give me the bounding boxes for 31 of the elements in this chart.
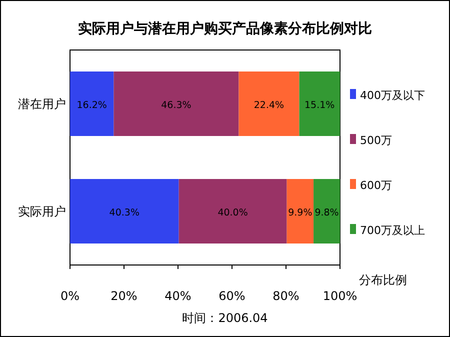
bar [70, 179, 179, 244]
bar [70, 72, 114, 136]
data-label: 40.3% [109, 207, 140, 218]
bar [314, 179, 340, 244]
y-tick-label: 实际用户 [18, 204, 66, 218]
data-label: 46.3% [161, 100, 192, 111]
bar [178, 179, 287, 244]
bar [238, 72, 300, 136]
x-tick-label: 20% [110, 289, 138, 303]
bar [114, 72, 239, 136]
data-label: 9.9% [288, 207, 312, 218]
x-tick-label: 80% [272, 289, 300, 303]
bar [299, 72, 340, 136]
x-tick-label: 60% [218, 289, 246, 303]
bar [286, 179, 314, 244]
y-tick-label: 潜在用户 [18, 96, 66, 111]
text: 时间：2006.04 [182, 311, 268, 325]
legend-label: 500万 [360, 134, 392, 147]
x-axis-title: 分布比例 [359, 273, 407, 287]
x-tick-label: 40% [164, 289, 192, 303]
data-label: 9.8% [314, 207, 339, 218]
data-label: 16.2% [76, 100, 107, 111]
x-tick-label: 0% [60, 289, 80, 303]
data-label: 15.1% [304, 100, 335, 111]
data-label: 40.0% [218, 207, 248, 218]
data-label: 22.4% [254, 100, 284, 111]
legend-label: 700万及以上 [360, 224, 425, 237]
chart-title: 实际用户与潜在用户购买产品像素分布比例对比 [78, 20, 372, 37]
legend-label: 600万 [360, 179, 392, 192]
x-tick-label: 100% [322, 289, 358, 303]
legend-label: 400万及以下 [360, 89, 425, 102]
